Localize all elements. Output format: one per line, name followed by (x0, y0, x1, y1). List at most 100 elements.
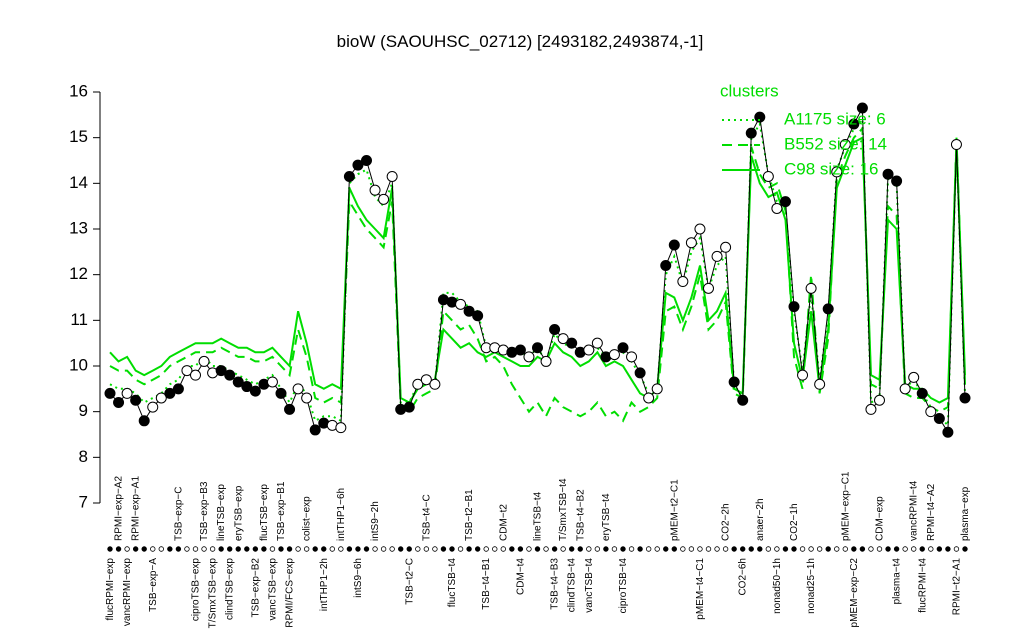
rug-dot (902, 546, 908, 552)
rug-dot (201, 546, 207, 552)
rug-dot (474, 546, 481, 552)
rug-dot (671, 546, 677, 552)
rug-dot (415, 546, 421, 552)
x-tick-label: TSB−t4−B3 (550, 558, 561, 610)
rug-dot (560, 546, 566, 552)
x-tick-label: TSB−t2−C (404, 558, 415, 605)
x-tick-label: CDM−t4 (515, 558, 526, 595)
rug-dot (355, 546, 361, 552)
data-point (848, 118, 860, 130)
data-point (429, 378, 441, 390)
data-point (643, 392, 655, 404)
data-point (275, 387, 287, 399)
rug-dot (603, 546, 609, 552)
data-point (549, 323, 561, 335)
data-point (557, 333, 569, 345)
rug-dot (286, 546, 293, 552)
data-point (754, 111, 766, 123)
x-tick-label: CDM−exp (875, 496, 886, 541)
rug-dot (278, 546, 284, 552)
data-point (249, 385, 261, 397)
rug-dot (449, 546, 455, 552)
y-tick-label: 7 (79, 492, 88, 511)
rug-dot (372, 546, 378, 552)
rug-dot (911, 546, 917, 552)
data-point (651, 383, 663, 395)
data-point (198, 355, 210, 367)
x-tick-label: T/SmxTSB−t4 (558, 478, 569, 541)
rug-dot (466, 546, 472, 552)
rug-dot (731, 546, 737, 552)
y-tick-label: 13 (69, 218, 88, 237)
rug-dot (150, 546, 156, 552)
x-tick-label: vancRPMI−exp (122, 558, 133, 627)
x-tick-label: flucTSB−t4 (447, 558, 458, 608)
rug-dot (509, 546, 515, 552)
rug-dot (492, 546, 498, 552)
x-tick-label: CO2−1h (789, 503, 800, 541)
data-point (378, 193, 390, 205)
legend-label: A1175 size: 6 (784, 109, 886, 128)
x-tick-label: lineTSB−exp (216, 484, 227, 541)
data-point (891, 175, 903, 187)
data-point (532, 342, 543, 354)
x-tick-label: TSB−exp−C (173, 487, 184, 541)
x-tick-label: flucTSB−exp (259, 484, 270, 541)
data-point (694, 223, 706, 235)
rug-dot (132, 546, 139, 552)
data-point (797, 369, 809, 381)
data-point (874, 394, 885, 406)
data-point (266, 376, 278, 388)
data-point (386, 170, 398, 182)
rug-dot (158, 546, 164, 552)
data-point (164, 387, 176, 399)
rug-dot (380, 546, 387, 552)
data-point (814, 378, 826, 390)
rug-dot (842, 546, 848, 552)
x-tick-label: vancTSB−exp (267, 558, 278, 621)
x-tick-label: nonad25−1h (806, 558, 817, 614)
x-tick-label: pMEM−exp−C1 (840, 471, 851, 541)
rug-dot (517, 546, 524, 552)
data-point (822, 303, 834, 315)
x-tick-label: intS9−6h (353, 558, 364, 598)
x-tick-label: RPMI−exp−A2 (114, 476, 125, 541)
rug-dot (757, 546, 763, 552)
x-tick-label: CO2−6h (738, 558, 749, 596)
x-tick-label: intTHP1−2h (319, 558, 330, 611)
data-point (352, 159, 364, 171)
rug-dot (808, 546, 814, 552)
data-point (959, 392, 971, 404)
rug-dot (261, 546, 267, 552)
cluster-line (109, 136, 966, 404)
rug-dot (184, 546, 190, 552)
data-point (343, 170, 355, 182)
rug-dot (252, 546, 259, 552)
rug-dot (816, 546, 823, 552)
data-point (685, 237, 697, 249)
data-point (104, 387, 116, 399)
x-tick-label: CDM−t2 (498, 504, 509, 541)
rug-dot (705, 546, 712, 552)
rug-dot (398, 546, 404, 552)
data-point (634, 367, 646, 379)
x-tick-label: intTHP1−6h (336, 488, 347, 541)
data-point (728, 376, 740, 388)
rug-dot (244, 546, 250, 552)
rug-dot (611, 546, 618, 552)
data-point (720, 241, 732, 253)
rug-dot (175, 546, 182, 552)
data-point (335, 422, 347, 434)
rug-dot (192, 546, 199, 552)
data-point (301, 392, 313, 404)
data-point (805, 282, 817, 294)
rug-dot (688, 546, 695, 552)
data-point (677, 276, 689, 288)
y-tick-label: 11 (70, 310, 88, 329)
data-point (831, 166, 843, 178)
x-tick-label: plasma−t4 (892, 558, 903, 605)
data-point (771, 202, 783, 214)
rug-dot (945, 546, 951, 552)
rug-dot (346, 546, 353, 552)
rug-dot (235, 546, 241, 552)
